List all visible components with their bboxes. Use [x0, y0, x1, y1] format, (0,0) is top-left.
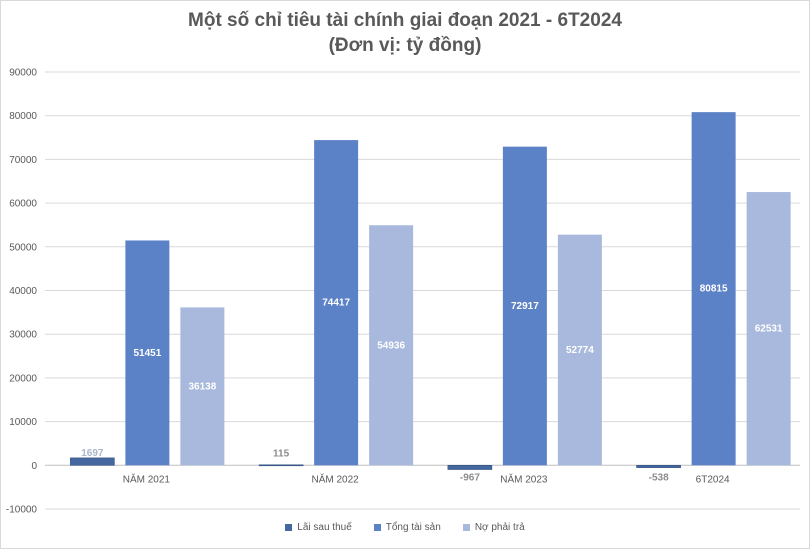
legend-label: Lãi sau thuế [297, 522, 352, 533]
bar [70, 457, 115, 466]
y-tick-label: 40000 [9, 286, 37, 297]
bar [125, 240, 170, 466]
bar [557, 234, 602, 466]
data-label: 72917 [511, 301, 539, 312]
data-label: 51451 [133, 348, 161, 359]
data-label: 1697 [81, 448, 104, 459]
bar [447, 464, 493, 470]
bar [180, 307, 225, 466]
chart-title-text: Một số chỉ tiêu tài chính giai đoạn 2021… [188, 10, 622, 31]
y-tick-label: 70000 [9, 155, 37, 166]
x-category-label: NĂM 2022 [312, 472, 360, 485]
data-label: 62531 [755, 324, 783, 335]
y-tick-label: 0 [31, 461, 37, 472]
y-tick-label: 60000 [9, 199, 37, 210]
data-label: -538 [649, 472, 669, 483]
y-tick-label: 30000 [9, 330, 37, 341]
legend-swatch [462, 524, 470, 531]
y-tick-label: 10000 [9, 417, 37, 428]
x-category-label: NĂM 2021 [123, 472, 171, 485]
x-category-label: NĂM 2023 [500, 472, 548, 485]
data-label: -967 [460, 472, 480, 483]
data-label: 80815 [700, 284, 728, 295]
legend-label: Nợ phải trả [474, 522, 525, 533]
bar [636, 464, 681, 468]
y-tick-label: 20000 [9, 373, 37, 384]
bar [369, 225, 414, 466]
bar [502, 146, 547, 466]
data-label: 74417 [322, 298, 350, 309]
data-label: 52774 [566, 345, 594, 356]
y-tick-label: 80000 [9, 111, 37, 122]
y-tick-label: 90000 [9, 68, 37, 79]
legend-label: Tổng tài sản [385, 522, 441, 533]
legend: Lãi sau thuế Tổng tài sản Nợ phải trả [0, 522, 810, 533]
bar [258, 464, 304, 467]
bar [691, 112, 736, 466]
legend-item: Nợ phải trả [462, 522, 525, 533]
x-category-label: 6T2024 [696, 474, 730, 485]
y-tick-label: 50000 [9, 242, 37, 253]
chart-title: Một số chỉ tiêu tài chính giai đoạn 2021… [0, 8, 810, 58]
chart-subtitle-text: (Đơn vị: tỷ đồng) [328, 35, 482, 56]
bar [746, 192, 791, 466]
bar [314, 140, 359, 466]
y-tick-label: -10000 [6, 505, 38, 516]
data-label: 115 [273, 448, 290, 459]
legend-item: Lãi sau thuế [285, 522, 352, 533]
legend-swatch [373, 524, 381, 531]
data-label: 36138 [188, 381, 216, 392]
legend-item: Tổng tài sản [373, 522, 441, 533]
data-label: 54936 [377, 340, 405, 351]
legend-swatch [285, 524, 293, 531]
